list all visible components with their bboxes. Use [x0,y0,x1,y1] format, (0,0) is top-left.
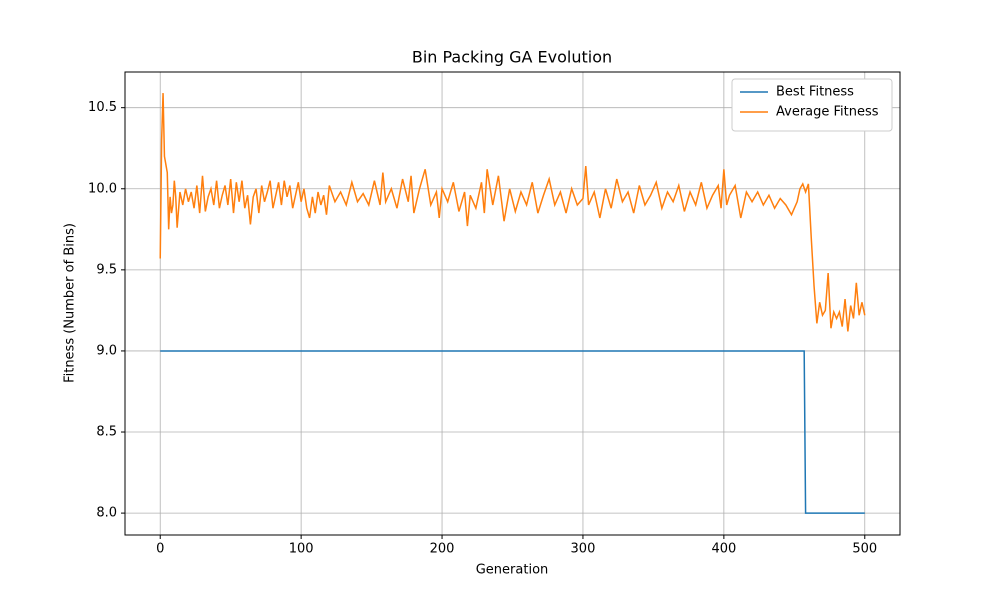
x-tick-label: 400 [711,542,736,557]
x-tick-label: 300 [571,542,596,557]
y-tick-label: 10.0 [88,181,117,196]
y-axis-label: Fitness (Number of Bins) [63,223,78,383]
legend-box [731,78,893,132]
x-axis-label: Generation [476,563,549,578]
chart-title: Bin Packing GA Evolution [412,48,612,67]
x-tick-label: 200 [430,542,455,557]
y-tick-label: 9.0 [96,343,117,358]
x-tick-label: 0 [156,542,164,557]
y-tick-label: 8.5 [96,425,117,440]
data-line [160,350,865,514]
x-tick-label: 500 [852,542,877,557]
legend-label: Best Fitness [776,85,854,100]
x-tick-label: 100 [289,542,314,557]
y-tick-label: 9.5 [96,262,117,277]
y-tick-label: 10.5 [88,100,117,115]
plot-frame [124,71,901,536]
legend-label: Average Fitness [776,105,879,120]
data-line [159,93,866,332]
y-tick-label: 8.0 [96,506,117,521]
